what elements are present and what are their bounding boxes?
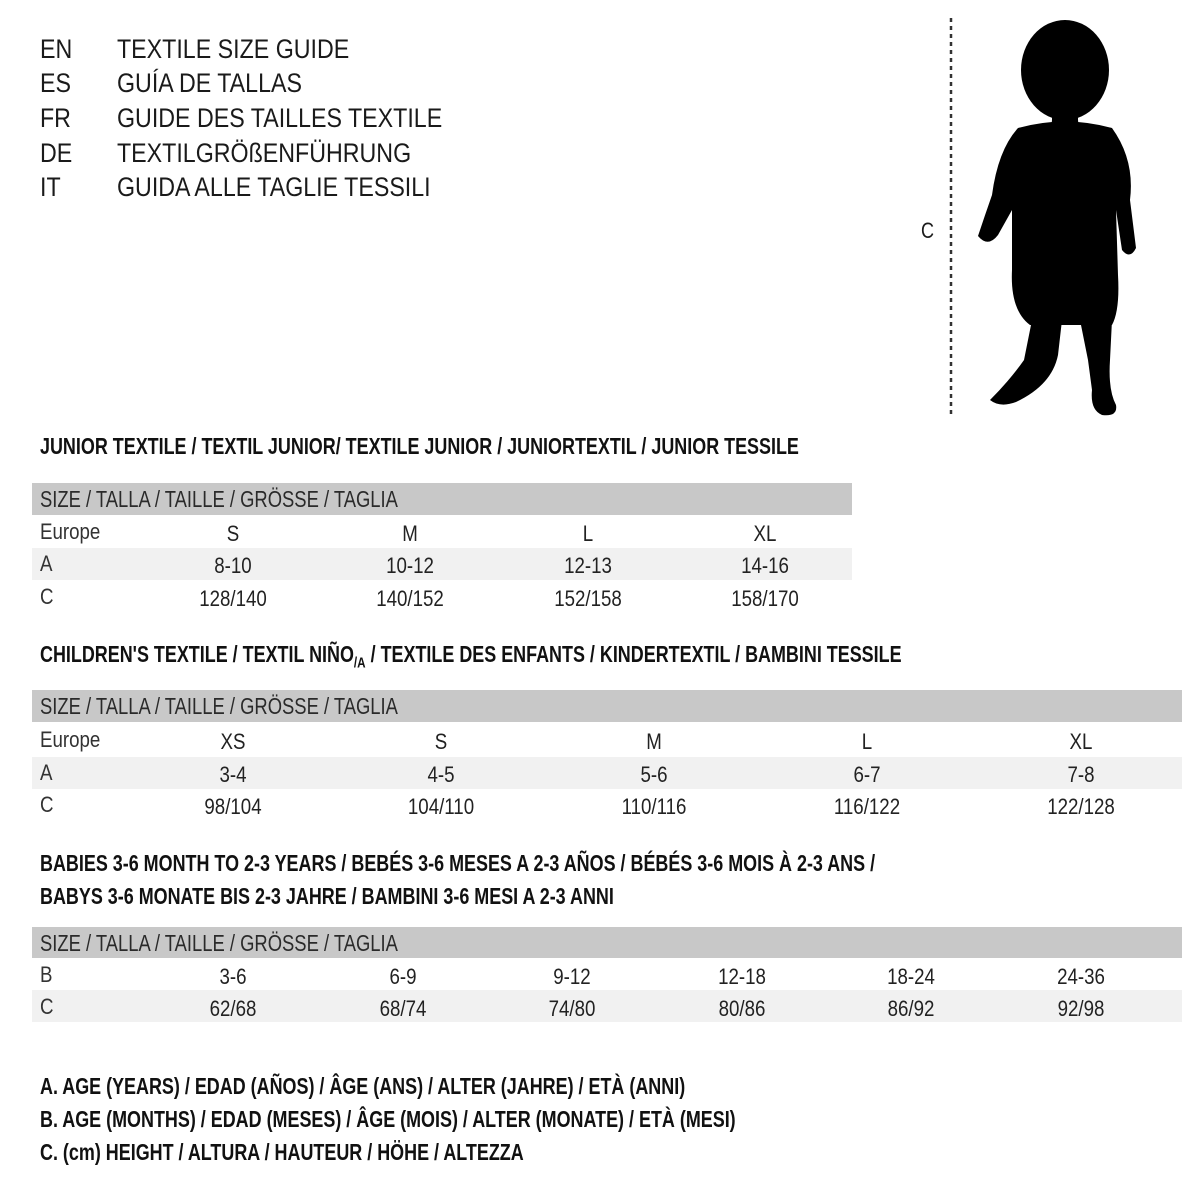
alt-row-bg <box>32 757 1182 789</box>
table-cell: 4-5 <box>427 762 455 787</box>
table-cell: 14-16 <box>741 553 789 578</box>
legend-item: C. (cm) HEIGHT / ALTURA / HAUTEUR / HÖHE… <box>40 1139 524 1165</box>
table-cell: 110/116 <box>621 794 687 819</box>
table-cell: 12-13 <box>564 553 612 578</box>
measure-label: C <box>921 218 935 243</box>
legend-item: A. AGE (YEARS) / EDAD (AÑOS) / ÂGE (ANS)… <box>40 1073 686 1099</box>
title-text: GUIDA ALLE TAGLIE TESSILI <box>117 172 431 202</box>
table-cell: XS <box>220 729 246 754</box>
size-header: SIZE / TALLA / TAILLE / GRÖSSE / TAGLIA <box>40 693 398 719</box>
title-text: GUIDE DES TAILLES TEXTILE <box>117 103 443 133</box>
title-part: / TEXTILE DES ENFANTS / KINDERTEXTIL / B… <box>365 641 902 667</box>
row-label: C <box>40 584 54 609</box>
table-cell: 104/110 <box>407 794 475 819</box>
table-cell: 122/128 <box>1047 794 1115 819</box>
table-cell: 12-18 <box>718 964 766 989</box>
table-cell: 10-12 <box>386 553 434 578</box>
table-cell: 128/140 <box>199 586 267 611</box>
table-cell: 3-4 <box>219 762 247 787</box>
table-cell: M <box>646 729 662 754</box>
table-cell: 8-10 <box>214 553 252 578</box>
table-cell: XL <box>1069 729 1093 754</box>
lang-code: DE <box>40 138 73 168</box>
table-cell: 98/104 <box>204 794 262 819</box>
table-cell: 6-9 <box>389 964 417 989</box>
title-text: TEXTILGRÖßENFÜHRUNG <box>117 138 412 168</box>
title-text: GUÍA DE TALLAS <box>117 68 302 98</box>
legend-item: B. AGE (MONTHS) / EDAD (MESES) / ÂGE (MO… <box>40 1106 736 1132</box>
table-cell: 9-12 <box>553 964 591 989</box>
title-part: CHILDREN'S TEXTILE / TEXTIL NIÑO <box>40 641 354 667</box>
table-cell: 140/152 <box>376 586 444 611</box>
row-label: A <box>40 551 53 576</box>
table-cell: 6-7 <box>853 762 881 787</box>
row-label: Europe <box>40 519 101 544</box>
table-cell: 92/98 <box>1057 996 1105 1021</box>
row-label: A <box>40 760 53 785</box>
babies-section-title-2: BABYS 3-6 MONATE BIS 2-3 JAHRE / BAMBINI… <box>40 883 614 909</box>
children-header-band: SIZE / TALLA / TAILLE / GRÖSSE / TAGLIA <box>32 690 1182 722</box>
table-cell: 68/74 <box>379 996 427 1021</box>
children-section-title: CHILDREN'S TEXTILE / TEXTIL NIÑO/A / TEX… <box>40 641 902 672</box>
child-silhouette-icon <box>949 18 1136 416</box>
junior-section-title: JUNIOR TEXTILE / TEXTIL JUNIOR/ TEXTILE … <box>40 433 799 459</box>
table-cell: 86/92 <box>887 996 935 1021</box>
babies-header-band: SIZE / TALLA / TAILLE / GRÖSSE / TAGLIA <box>32 927 1182 958</box>
table-cell: M <box>402 521 418 546</box>
table-cell: 5-6 <box>640 762 668 787</box>
lang-code: IT <box>40 172 61 202</box>
table-cell: 158/170 <box>731 586 799 611</box>
alt-row-bg <box>32 990 1182 1022</box>
table-cell: XL <box>753 521 777 546</box>
row-label: C <box>40 994 54 1019</box>
lang-code: FR <box>40 103 71 133</box>
size-header: SIZE / TALLA / TAILLE / GRÖSSE / TAGLIA <box>40 930 398 956</box>
babies-section-title: BABIES 3-6 MONTH TO 2-3 YEARS / BEBÉS 3-… <box>40 850 876 876</box>
table-cell: L <box>582 521 594 546</box>
table-cell: 80/86 <box>718 996 766 1021</box>
table-cell: 7-8 <box>1067 762 1095 787</box>
table-cell: 62/68 <box>209 996 257 1021</box>
table-cell: S <box>226 521 240 546</box>
table-cell: 74/80 <box>548 996 596 1021</box>
table-cell: S <box>434 729 448 754</box>
title-text: TEXTILE SIZE GUIDE <box>117 34 350 64</box>
table-cell: L <box>861 729 873 754</box>
size-header: SIZE / TALLA / TAILLE / GRÖSSE / TAGLIA <box>40 486 398 512</box>
alt-row-bg <box>32 548 852 580</box>
lang-code: EN <box>40 34 73 64</box>
table-cell: 18-24 <box>887 964 935 989</box>
table-cell: 116/122 <box>833 794 901 819</box>
junior-header-band: SIZE / TALLA / TAILLE / GRÖSSE / TAGLIA <box>32 483 852 515</box>
row-label: Europe <box>40 727 101 752</box>
row-label: C <box>40 792 54 817</box>
table-cell: 24-36 <box>1057 964 1105 989</box>
lang-code: ES <box>40 68 71 98</box>
table-cell: 3-6 <box>219 964 247 989</box>
row-label: B <box>40 962 53 987</box>
table-cell: 152/158 <box>554 586 622 611</box>
title-subscript: /A <box>353 654 366 672</box>
